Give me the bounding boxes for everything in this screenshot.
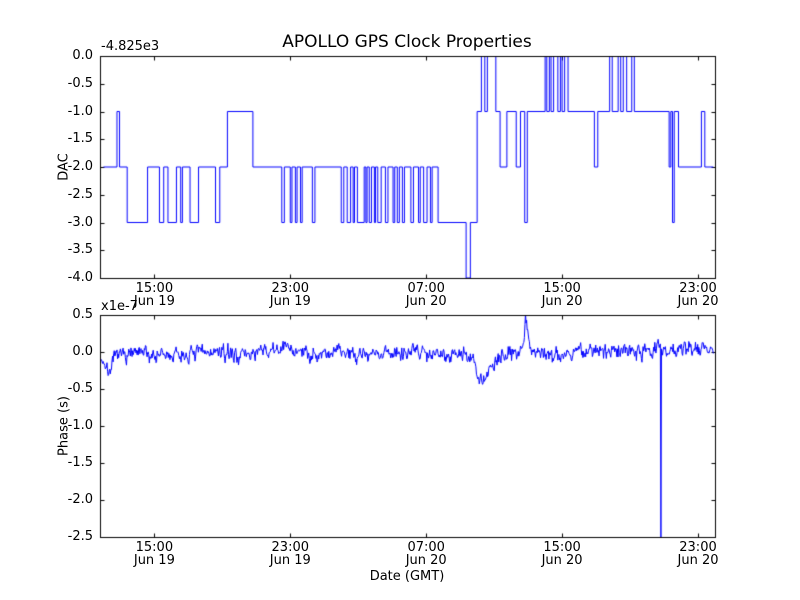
y-tick-label: 0.5 bbox=[72, 307, 93, 322]
y-tick-label: -1.0 bbox=[67, 103, 93, 119]
y-tick-label: -1.5 bbox=[67, 131, 93, 147]
y-tick-label: -0.5 bbox=[67, 381, 93, 396]
y-tick-label: -2.0 bbox=[67, 492, 93, 507]
y-tick-label: -2.5 bbox=[67, 186, 93, 202]
y-tick-label: -4.0 bbox=[67, 270, 93, 285]
x-tick-label: 15:00 Jun 19 bbox=[133, 281, 175, 309]
y-tick-label: -1.5 bbox=[67, 455, 93, 470]
phase-axis-multiplier-label: x1e-7 bbox=[101, 299, 138, 314]
dac-axis-offset-label: -4.825e3 bbox=[101, 39, 160, 54]
y-tick-label: -0.5 bbox=[67, 75, 93, 91]
x-tick-label: 23:00 Jun 20 bbox=[677, 281, 719, 309]
x-tick-label: 23:00 Jun 19 bbox=[269, 540, 311, 568]
y-tick-label: 0.0 bbox=[72, 48, 93, 63]
x-tick-label: 23:00 Jun 19 bbox=[269, 281, 311, 309]
x-axis-label: Date (GMT) bbox=[369, 569, 445, 584]
x-tick-label: 15:00 Jun 20 bbox=[541, 281, 583, 309]
x-tick-label: 15:00 Jun 20 bbox=[541, 540, 583, 568]
y-tick-label: -2.0 bbox=[67, 159, 93, 174]
x-tick-label: 07:00 Jun 20 bbox=[405, 540, 447, 568]
y-tick-label: -3.0 bbox=[67, 214, 93, 230]
x-tick-label: 23:00 Jun 20 bbox=[677, 540, 719, 568]
x-tick-label: 15:00 Jun 19 bbox=[133, 540, 175, 568]
figure-title: APOLLO GPS Clock Properties bbox=[282, 32, 532, 52]
y-tick-label: 0.0 bbox=[72, 344, 93, 359]
y-tick-label: -3.5 bbox=[67, 242, 93, 258]
y-tick-label: -2.5 bbox=[67, 529, 93, 544]
y-tick-label: -1.0 bbox=[67, 418, 93, 433]
x-tick-label: 07:00 Jun 20 bbox=[405, 281, 447, 309]
